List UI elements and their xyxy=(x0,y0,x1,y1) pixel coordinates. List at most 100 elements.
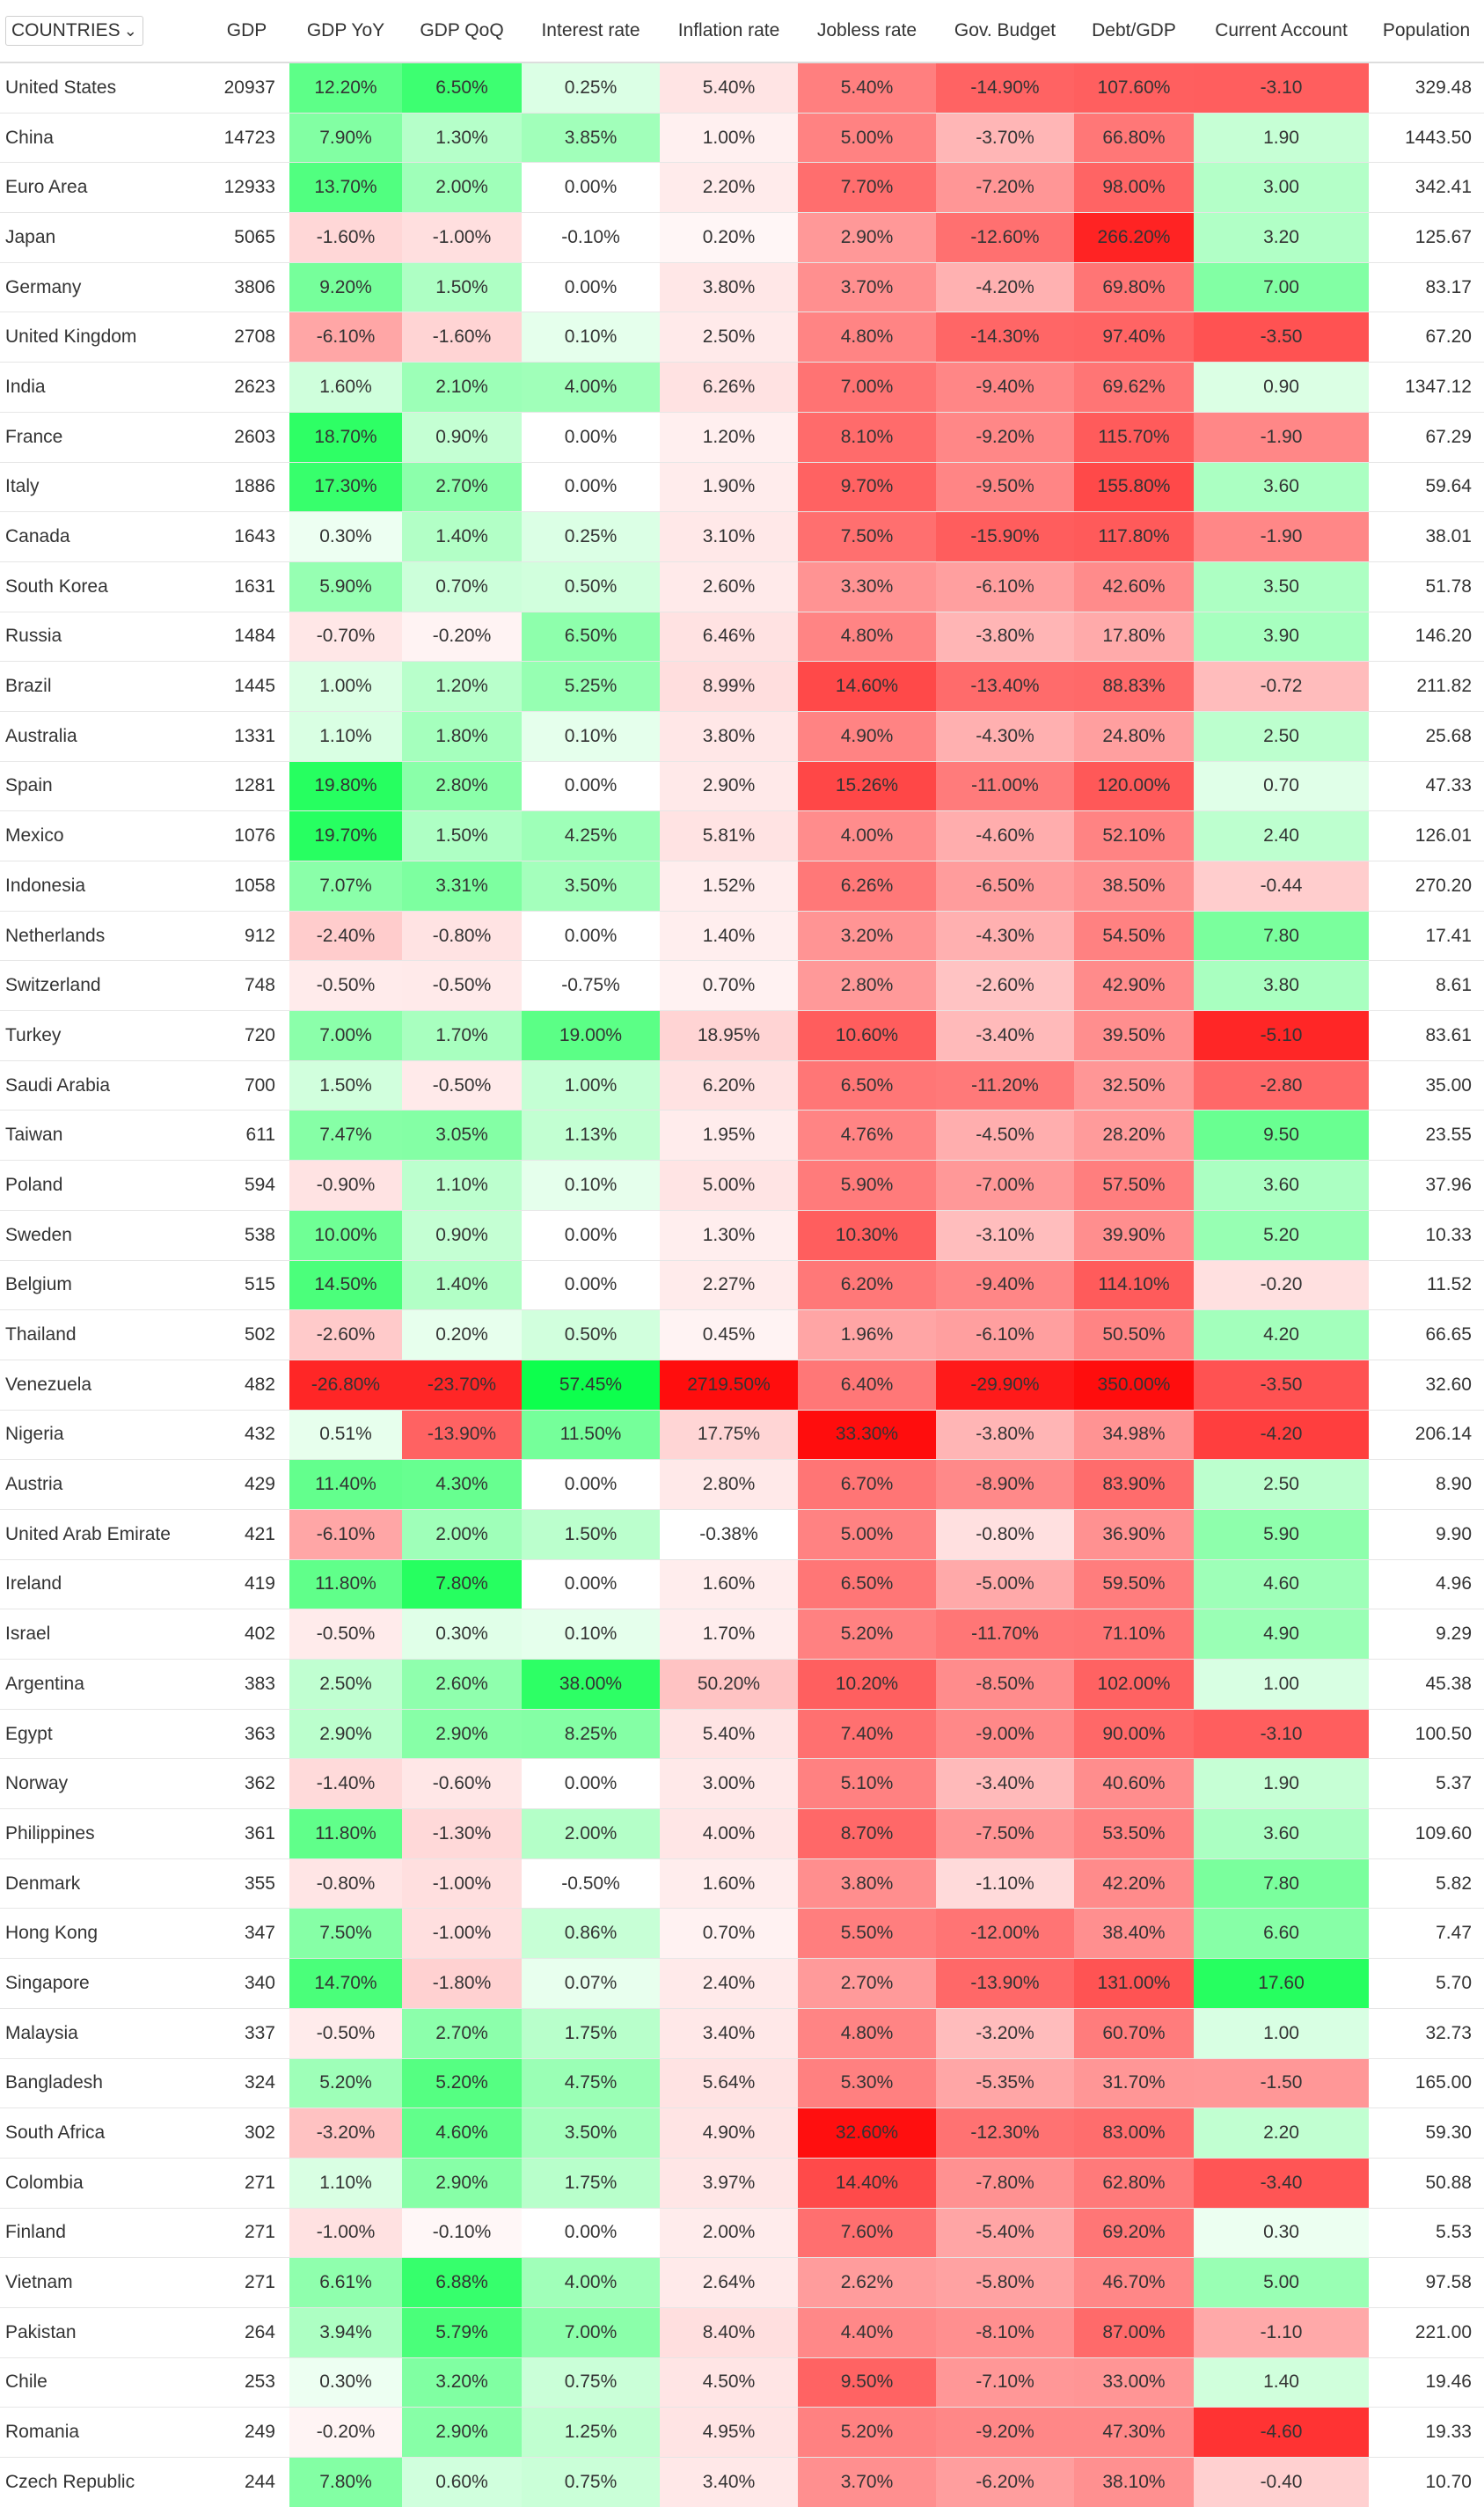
country-name[interactable]: Venezuela xyxy=(0,1359,204,1411)
country-name[interactable]: China xyxy=(0,112,204,163)
country-name[interactable]: Pakistan xyxy=(0,2306,204,2358)
country-name[interactable]: Sweden xyxy=(0,1209,204,1260)
country-name[interactable]: Finland xyxy=(0,2207,204,2258)
country-name[interactable]: Saudi Arabia xyxy=(0,1059,204,1111)
interest-rate-value: 1.00% xyxy=(522,1059,660,1111)
country-name[interactable]: United States xyxy=(0,62,204,114)
interest-rate-value: 0.00% xyxy=(522,261,660,312)
country-name[interactable]: Canada xyxy=(0,511,204,562)
country-name[interactable]: Israel xyxy=(0,1609,204,1660)
countries-select[interactable]: COUNTRIES ⌄ xyxy=(5,16,143,46)
country-name[interactable]: United Arab Emirate xyxy=(0,1508,204,1560)
debt-gdp-value: 42.60% xyxy=(1074,561,1194,612)
gdp-qoq-value: 0.90% xyxy=(402,1209,522,1260)
population-value: 23.55 xyxy=(1369,1110,1484,1161)
country-name[interactable]: Russia xyxy=(0,611,204,662)
country-name[interactable]: Vietnam xyxy=(0,2257,204,2308)
country-name[interactable]: India xyxy=(0,362,204,413)
country-name[interactable]: Switzerland xyxy=(0,960,204,1011)
column-header-gdp-qoq[interactable]: GDP QoQ xyxy=(402,0,522,63)
interest-rate-value: 1.25% xyxy=(522,2407,660,2458)
gov-budget-value: -8.10% xyxy=(936,2306,1074,2358)
country-name[interactable]: Mexico xyxy=(0,810,204,861)
column-header-gov-budget[interactable]: Gov. Budget xyxy=(936,0,1074,63)
table-row: Saudi Arabia 700 1.50% -0.50% 1.00% 6.20% 6.50… xyxy=(0,1059,1484,1111)
country-name[interactable]: Netherlands xyxy=(0,910,204,961)
country-name[interactable]: Taiwan xyxy=(0,1110,204,1161)
gdp-yoy-value: -0.80% xyxy=(289,1858,402,1909)
column-header-current-account[interactable]: Current Account xyxy=(1194,0,1369,63)
gdp-yoy-value: 6.61% xyxy=(289,2257,402,2308)
country-name[interactable]: South Africa xyxy=(0,2107,204,2159)
column-header-jobless-rate[interactable]: Jobless rate xyxy=(798,0,936,63)
table-row: Indonesia 1058 7.07% 3.31% 3.50% 1.52% 6.26% -6… xyxy=(0,861,1484,912)
country-name[interactable]: Czech Republic xyxy=(0,2456,204,2507)
country-name[interactable]: Belgium xyxy=(0,1259,204,1310)
gdp-yoy-value: 0.30% xyxy=(289,2357,402,2408)
gdp-yoy-value: 3.94% xyxy=(289,2306,402,2358)
country-name[interactable]: Egypt xyxy=(0,1708,204,1759)
country-name[interactable]: Spain xyxy=(0,760,204,811)
inflation-rate-value: 5.40% xyxy=(660,62,798,114)
interest-rate-value: -0.50% xyxy=(522,1858,660,1909)
column-header-gdp-yoy[interactable]: GDP YoY xyxy=(289,0,402,63)
country-name[interactable]: Poland xyxy=(0,1160,204,1211)
country-name[interactable]: Chile xyxy=(0,2357,204,2408)
inflation-rate-value: 1.70% xyxy=(660,1609,798,1660)
country-name[interactable]: United Kingdom xyxy=(0,312,204,363)
country-name[interactable]: Australia xyxy=(0,710,204,762)
country-name[interactable]: Argentina xyxy=(0,1659,204,1710)
country-name[interactable]: Colombia xyxy=(0,2157,204,2209)
country-name[interactable]: Thailand xyxy=(0,1309,204,1360)
jobless-rate-value: 33.30% xyxy=(798,1409,936,1460)
gdp-value: 14723 xyxy=(204,112,289,163)
population-value: 109.60 xyxy=(1369,1808,1484,1859)
current-account-value: 7.80 xyxy=(1194,1858,1369,1909)
country-name[interactable]: Hong Kong xyxy=(0,1908,204,1959)
country-name[interactable]: Norway xyxy=(0,1758,204,1809)
gdp-qoq-value: 1.40% xyxy=(402,511,522,562)
debt-gdp-value: 33.00% xyxy=(1074,2357,1194,2408)
country-name[interactable]: Singapore xyxy=(0,1958,204,2009)
table-body: United States 20937 12.20% 6.50% 0.25% 5.40% 5… xyxy=(0,62,1484,2507)
country-name[interactable]: Denmark xyxy=(0,1858,204,1909)
population-value: 5.53 xyxy=(1369,2207,1484,2258)
gdp-qoq-value: 0.70% xyxy=(402,561,522,612)
country-name[interactable]: Romania xyxy=(0,2407,204,2458)
country-name[interactable]: South Korea xyxy=(0,561,204,612)
country-name[interactable]: France xyxy=(0,411,204,462)
country-name[interactable]: Germany xyxy=(0,261,204,312)
gov-budget-value: -8.50% xyxy=(936,1659,1074,1710)
country-name[interactable]: Austria xyxy=(0,1459,204,1510)
current-account-value: 3.60 xyxy=(1194,461,1369,512)
debt-gdp-value: 34.98% xyxy=(1074,1409,1194,1460)
country-name[interactable]: Brazil xyxy=(0,661,204,712)
column-header-interest-rate[interactable]: Interest rate xyxy=(522,0,660,63)
country-name[interactable]: Turkey xyxy=(0,1010,204,1061)
gdp-value: 1886 xyxy=(204,461,289,512)
country-name[interactable]: Philippines xyxy=(0,1808,204,1859)
gdp-qoq-value: 2.70% xyxy=(402,461,522,512)
column-header-debt-gdp[interactable]: Debt/GDP xyxy=(1074,0,1194,63)
country-name[interactable]: Ireland xyxy=(0,1558,204,1609)
country-name[interactable]: Bangladesh xyxy=(0,2057,204,2108)
gov-budget-value: -3.10% xyxy=(936,1209,1074,1260)
gdp-value: 347 xyxy=(204,1908,289,1959)
country-name[interactable]: Malaysia xyxy=(0,2007,204,2058)
country-name[interactable]: Euro Area xyxy=(0,162,204,213)
inflation-rate-value: 4.90% xyxy=(660,2107,798,2159)
population-value: 211.82 xyxy=(1369,661,1484,712)
country-name[interactable]: Italy xyxy=(0,461,204,512)
gov-budget-value: -5.00% xyxy=(936,1558,1074,1609)
country-name[interactable]: Nigeria xyxy=(0,1409,204,1460)
column-header-population[interactable]: Population xyxy=(1369,0,1484,63)
inflation-rate-value: 1.60% xyxy=(660,1858,798,1909)
country-name[interactable]: Indonesia xyxy=(0,861,204,912)
interest-rate-value: 57.45% xyxy=(522,1359,660,1411)
current-account-value: -4.20 xyxy=(1194,1409,1369,1460)
debt-gdp-value: 24.80% xyxy=(1074,710,1194,762)
column-header-inflation-rate[interactable]: Inflation rate xyxy=(660,0,798,63)
gdp-yoy-value: -2.60% xyxy=(289,1309,402,1360)
column-header-gdp[interactable]: GDP xyxy=(204,0,289,63)
country-name[interactable]: Japan xyxy=(0,212,204,263)
